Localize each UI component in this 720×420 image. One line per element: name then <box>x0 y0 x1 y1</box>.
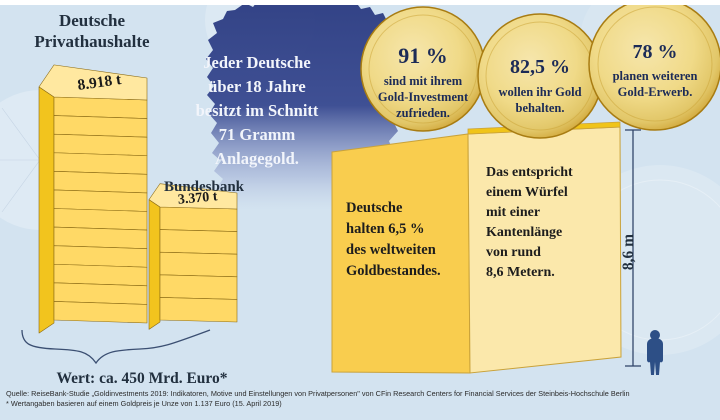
svg-text:Das entspricht: Das entspricht <box>486 165 573 180</box>
svg-text:einem Würfel: einem Würfel <box>486 185 568 200</box>
svg-text:78 %: 78 % <box>633 41 678 63</box>
svg-text:Gold-Investment: Gold-Investment <box>378 90 469 104</box>
svg-text:sind mit ihrem: sind mit ihrem <box>384 74 463 88</box>
svg-text:Gold-Erwerb.: Gold-Erwerb. <box>618 85 693 99</box>
svg-text:Jeder Deutsche: Jeder Deutsche <box>203 53 310 72</box>
svg-text:mit einer: mit einer <box>486 205 540 220</box>
svg-text:von rund: von rund <box>486 245 541 260</box>
svg-text:behalten.: behalten. <box>516 101 565 115</box>
svg-text:Bundesbank: Bundesbank <box>164 179 245 195</box>
svg-text:82,5 %: 82,5 % <box>510 56 570 78</box>
svg-text:des weltweiten: des weltweiten <box>346 242 436 258</box>
svg-text:Privathaushalte: Privathaushalte <box>34 32 150 51</box>
svg-text:91 %: 91 % <box>398 43 448 68</box>
svg-text:Goldbestandes.: Goldbestandes. <box>346 263 441 279</box>
svg-text:Wert: ca. 450 Mrd. Euro*: Wert: ca. 450 Mrd. Euro* <box>56 370 227 387</box>
svg-text:über 18 Jahre: über 18 Jahre <box>208 77 305 96</box>
svg-text:zufrieden.: zufrieden. <box>396 106 450 120</box>
svg-text:wollen ihr Gold: wollen ihr Gold <box>498 85 581 99</box>
svg-text:planen weiteren: planen weiteren <box>613 69 698 83</box>
svg-text:8,6 Metern.: 8,6 Metern. <box>486 265 555 280</box>
svg-text:Kantenlänge: Kantenlänge <box>486 225 562 240</box>
svg-text:8,6 m: 8,6 m <box>620 234 637 270</box>
svg-text:Deutsche: Deutsche <box>346 200 403 216</box>
svg-text:Deutsche: Deutsche <box>59 11 126 30</box>
svg-text:besitzt im Schnitt: besitzt im Schnitt <box>196 101 319 120</box>
svg-text:halten 6,5 %: halten 6,5 % <box>346 221 425 237</box>
svg-text:Anlagegold.: Anlagegold. <box>215 149 299 168</box>
svg-text:71 Gramm: 71 Gramm <box>219 125 296 144</box>
